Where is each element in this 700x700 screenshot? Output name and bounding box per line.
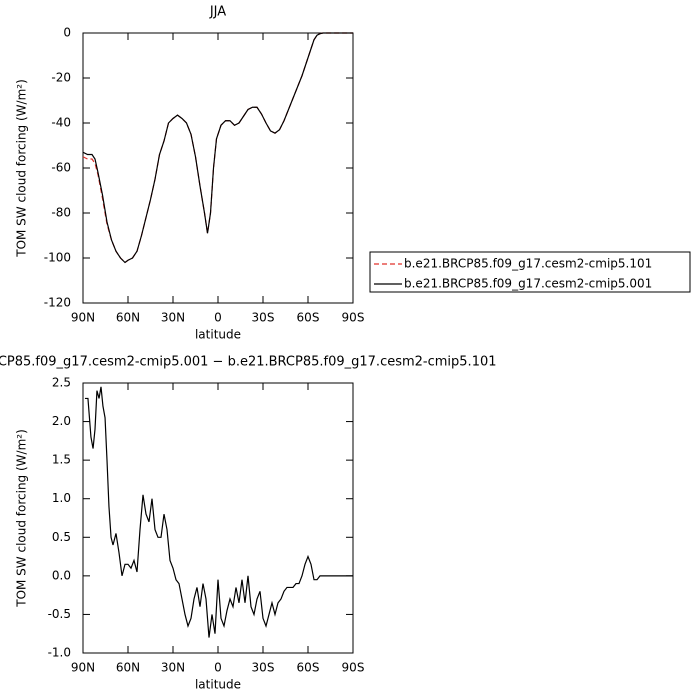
y-tick-label: -0.5 [48,607,71,621]
x-tick-label: 30S [252,661,275,675]
x-tick-label: 90S [342,661,365,675]
plot-frame [82,382,354,654]
y-tick-label: -1.0 [48,646,71,660]
plot-frame [82,32,354,304]
x-tick-label: 30S [252,311,275,325]
x-tick-label: 90N [71,311,95,325]
y-tick-label: -40 [51,116,71,130]
x-axis-label: latitude [195,328,241,342]
y-axis-label: TOM SW cloud forcing (W/m²) [15,79,29,258]
x-axis-label: latitude [195,678,241,692]
y-tick-label: 0.0 [52,568,71,582]
y-axis-label: TOM SW cloud forcing (W/m²) [15,429,29,608]
x-tick-label: 0 [214,311,222,325]
y-tick-label: -20 [51,71,71,85]
y-tick-label: -120 [44,296,71,310]
y-tick-label: 2.5 [52,376,71,390]
x-tick-label: 90S [342,311,365,325]
chart-title: JJA [209,5,226,20]
data-line [84,386,353,638]
x-tick-label: 30N [161,661,185,675]
y-tick-label: -80 [51,206,71,220]
plot: b.e21.BRCP85.f09_g17.cesm2-cmip5.001 − b… [0,355,497,692]
x-tick-label: 60S [297,311,320,325]
y-tick-label: -60 [51,161,71,175]
y-tick-label: 0 [63,26,71,40]
y-tick-label: 1.5 [52,453,71,467]
x-tick-label: 30N [161,311,185,325]
x-tick-label: 0 [214,661,222,675]
x-tick-label: 60N [116,661,140,675]
legend-label: b.e21.BRCP85.f09_g17.cesm2-cmip5.101 [404,257,652,271]
y-tick-label: 0.5 [52,530,71,544]
legend-box [369,251,691,293]
x-tick-label: 60N [116,311,140,325]
chart-title: b.e21.BRCP85.f09_g17.cesm2-cmip5.001 − b… [0,355,497,370]
data-line [82,32,353,264]
y-tick-label: 1.0 [52,491,71,505]
plot: JJA latitude TOM SW cloud forcing (W/m²) 90… [15,5,691,342]
x-tick-label: 90N [71,661,95,675]
y-tick-label: 2.0 [52,414,71,428]
legend-label: b.e21.BRCP85.f09_g17.cesm2-cmip5.001 [404,277,652,291]
x-tick-label: 60S [297,661,320,675]
y-tick-label: -100 [44,251,71,265]
data-line [82,32,353,264]
